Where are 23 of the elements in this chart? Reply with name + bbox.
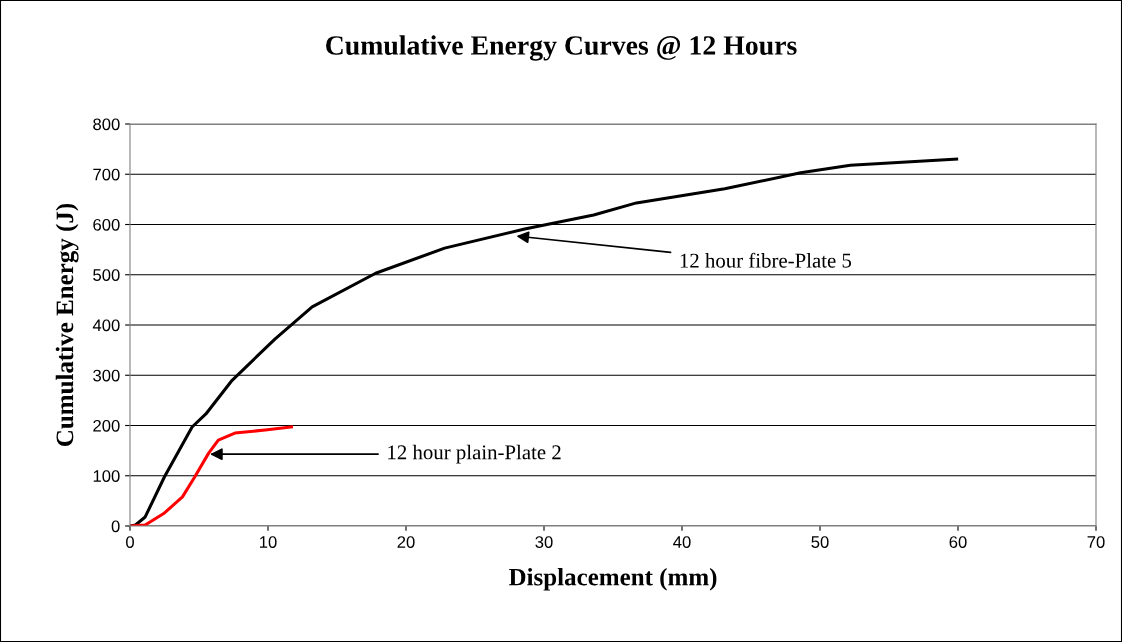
x-tick-label: 70 (1087, 536, 1105, 548)
x-tick-label: 60 (949, 536, 967, 548)
x-axis-title: Displacement (mm) (508, 567, 717, 591)
y-tick-label: 700 (93, 168, 120, 181)
y-axis-title: Cumulative Energy (J) (55, 203, 79, 446)
y-tick-label: 400 (92, 319, 120, 332)
y-tick-label: 500 (93, 269, 120, 281)
line-series (130, 425, 293, 526)
annotation: 12 hour plain-Plate 2 (388, 444, 561, 464)
y-tick-label: 600 (93, 218, 120, 231)
x-tick-label: 50 (811, 536, 829, 548)
annotation: 12 hour fibre-Plate 5 (680, 252, 852, 268)
x-tick-label: 20 (397, 536, 415, 548)
y-tick-label: 800 (93, 118, 120, 131)
x-tick-label: 10 (260, 536, 277, 548)
y-tick-label: 300 (93, 369, 120, 382)
y-tick-label: 200 (93, 419, 120, 432)
y-tick-label: 100 (93, 470, 120, 482)
x-tick-label: 30 (535, 536, 553, 548)
x-tick-label: 0 (126, 536, 134, 548)
x-tick-label: 40 (673, 536, 691, 548)
y-tick-label: 0 (111, 520, 120, 533)
chart-title: Cumulative Energy Curves @ 12 Hours (326, 35, 797, 61)
